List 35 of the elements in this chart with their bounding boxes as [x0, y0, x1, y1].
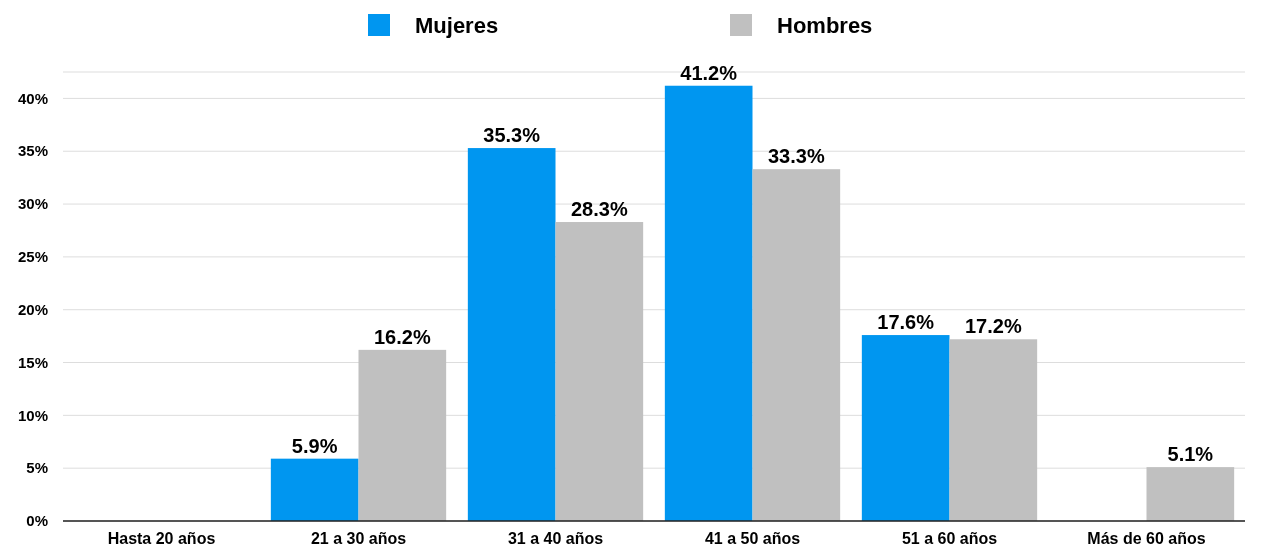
data-label: 5.1% — [1167, 443, 1214, 466]
data-label: 16.2% — [373, 325, 431, 348]
data-label: 41.2% — [680, 61, 738, 84]
y-tick-label: 15% — [17, 353, 48, 371]
legend-label: Mujeres — [415, 12, 499, 38]
y-tick-label: 30% — [17, 195, 48, 213]
bar — [467, 148, 556, 521]
bar — [861, 335, 950, 521]
bar — [1146, 467, 1235, 521]
x-tick-label: Hasta 20 años — [107, 530, 216, 547]
y-tick-label: 0% — [26, 512, 48, 530]
data-label: 5.9% — [291, 434, 338, 457]
y-tick-label: 10% — [17, 406, 48, 424]
x-tick-label: 41 a 50 años — [704, 530, 801, 547]
y-tick-label: 20% — [17, 300, 48, 318]
x-tick-label: 31 a 40 años — [507, 530, 604, 547]
bar — [270, 458, 359, 521]
legend-label: Hombres — [777, 12, 873, 38]
data-label: 35.3% — [483, 124, 541, 147]
bar — [358, 349, 447, 521]
y-tick-label: 5% — [26, 459, 48, 477]
data-label: 17.6% — [877, 311, 935, 334]
y-tick-label: 40% — [17, 89, 48, 107]
bar — [752, 169, 841, 521]
x-tick-label: 21 a 30 años — [310, 530, 407, 547]
x-tick-label: Más de 60 años — [1087, 530, 1206, 547]
data-label: 17.2% — [964, 315, 1022, 338]
bar — [949, 339, 1038, 521]
bar — [555, 222, 644, 521]
data-label: 33.3% — [767, 145, 825, 168]
x-tick-label: 51 a 60 años — [901, 530, 998, 547]
y-tick-label: 25% — [17, 248, 48, 266]
data-label: 28.3% — [570, 198, 628, 221]
y-tick-label: 35% — [17, 142, 48, 160]
bar — [664, 85, 753, 521]
